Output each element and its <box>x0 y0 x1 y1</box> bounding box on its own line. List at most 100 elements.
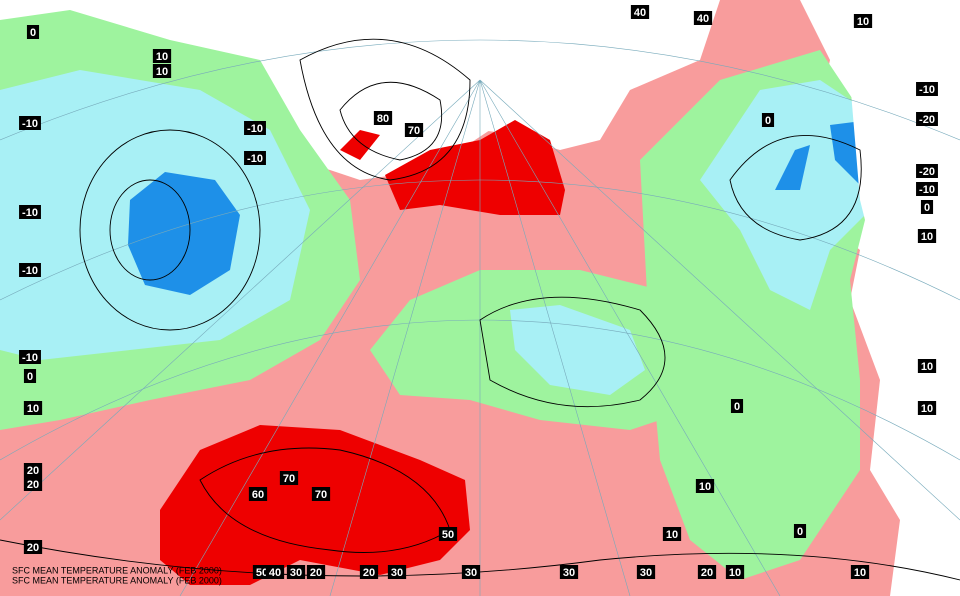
contour-value: 10 <box>921 361 933 373</box>
contour-value: 10 <box>857 16 869 28</box>
contour-value: -20 <box>919 166 935 178</box>
contour-label: 30 <box>286 565 306 579</box>
label-box <box>853 14 873 28</box>
label-box <box>636 565 656 579</box>
label-box <box>306 565 326 579</box>
contour-label: 20 <box>359 565 379 579</box>
contour-label: 70 <box>311 487 331 501</box>
contour-value: 20 <box>363 567 375 579</box>
contour-label: 40 <box>693 11 713 25</box>
contour-value: 30 <box>563 567 575 579</box>
contour-value: 50 <box>442 529 454 541</box>
contour-value: -10 <box>247 153 263 165</box>
contour-value: 80 <box>377 113 389 125</box>
label-box <box>404 123 424 137</box>
contour-value: 0 <box>30 27 36 39</box>
contour-label: -20 <box>916 164 938 178</box>
contour-label: 0 <box>920 200 934 214</box>
label-box <box>152 49 172 63</box>
contour-label: 20 <box>23 540 43 554</box>
contour-value: 40 <box>269 567 281 579</box>
label-box <box>265 565 285 579</box>
contour-label: 0 <box>730 399 744 413</box>
contour-value: 30 <box>391 567 403 579</box>
contour-label: 10 <box>662 527 682 541</box>
contour-line <box>0 539 960 581</box>
contour-value: 70 <box>408 125 420 137</box>
contour-line <box>299 38 471 181</box>
label-box <box>248 487 268 501</box>
contour-value: 10 <box>699 481 711 493</box>
label-box <box>23 401 43 415</box>
label-box <box>152 64 172 78</box>
contour-value: 10 <box>666 529 678 541</box>
contour-value: 10 <box>854 567 866 579</box>
meridians <box>0 79 960 596</box>
contour-label: -10 <box>19 350 41 364</box>
label-box <box>286 565 306 579</box>
contour-label: 10 <box>695 479 715 493</box>
label-box <box>850 565 870 579</box>
label-box <box>630 5 650 19</box>
contour-label: 70 <box>404 123 424 137</box>
label-box <box>697 565 717 579</box>
contour-line <box>79 129 261 331</box>
contour-value: -10 <box>22 207 38 219</box>
contour-label: -10 <box>19 116 41 130</box>
contour-value: 20 <box>27 479 39 491</box>
contour-value: 40 <box>697 13 709 25</box>
contour-value: 50 <box>256 567 268 579</box>
contour-value: 10 <box>921 403 933 415</box>
contour-value: 10 <box>156 51 168 63</box>
contour-label: 50 <box>438 527 458 541</box>
contour-value: -20 <box>919 114 935 126</box>
contour-label: 20 <box>306 565 326 579</box>
contour-label: 40 <box>630 5 650 19</box>
label-box <box>359 565 379 579</box>
contour-label: 10 <box>917 229 937 243</box>
contour-value: 0 <box>765 115 771 127</box>
contour-label: 30 <box>387 565 407 579</box>
contour-label: -20 <box>916 112 938 126</box>
footer-text: SFC MEAN TEMPERATURE ANOMALY (FEB 2000) <box>12 575 222 585</box>
contour-label: -10 <box>916 82 938 96</box>
label-box <box>793 524 807 538</box>
contour-label: 10 <box>23 401 43 415</box>
contour-label: 0 <box>793 524 807 538</box>
label-box <box>373 111 393 125</box>
contour-label: 10 <box>725 565 745 579</box>
contour-value: -10 <box>22 352 38 364</box>
contour-line <box>479 296 666 408</box>
label-box <box>916 164 938 178</box>
contour-value: 0 <box>734 401 740 413</box>
contour-label: 10 <box>853 14 873 28</box>
contour-label: 10 <box>152 64 172 78</box>
contour-value: 70 <box>315 489 327 501</box>
contour-value: 20 <box>27 465 39 477</box>
label-box <box>693 11 713 25</box>
label-box <box>920 200 934 214</box>
contour-value: 20 <box>310 567 322 579</box>
contour-label: 0 <box>761 113 775 127</box>
label-box <box>19 116 41 130</box>
contour-value: 70 <box>283 473 295 485</box>
contour-label: -10 <box>916 182 938 196</box>
strong-cold-region <box>775 145 810 190</box>
label-box <box>917 401 937 415</box>
label-box <box>19 350 41 364</box>
label-box <box>917 359 937 373</box>
label-box <box>761 113 775 127</box>
contour-value: -10 <box>247 123 263 135</box>
contour-value: -10 <box>22 118 38 130</box>
contour-label: 0 <box>26 25 40 39</box>
contour-value: 30 <box>640 567 652 579</box>
contour-line <box>339 81 443 161</box>
very-warm-region <box>340 130 380 160</box>
contour-value: 10 <box>729 567 741 579</box>
label-box <box>917 229 937 243</box>
contour-label: 10 <box>917 401 937 415</box>
contour-label: 10 <box>152 49 172 63</box>
contour-value: -10 <box>919 84 935 96</box>
contour-label: 40 <box>265 565 285 579</box>
contour-line <box>109 179 191 281</box>
